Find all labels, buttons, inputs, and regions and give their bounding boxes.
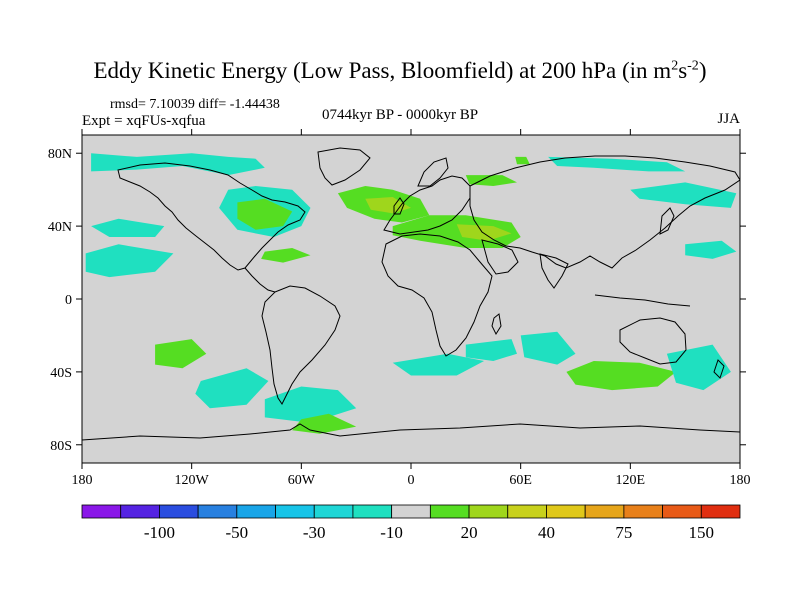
coastline-south-america <box>261 285 341 405</box>
coastline-scandinavia <box>417 157 449 187</box>
x-tick-label: 120E <box>616 473 646 488</box>
colorbar-swatch <box>700 504 741 519</box>
y-tick-label: 80S <box>50 439 72 454</box>
colorbar-label: -50 <box>225 523 248 542</box>
x-tick-label: 120W <box>175 473 210 488</box>
colorbar-swatch <box>275 504 315 519</box>
region-south-pacific-east <box>195 368 269 409</box>
coastline-central-america <box>244 267 276 293</box>
x-tick-label: 180 <box>730 473 751 488</box>
coastline-antarctica <box>82 423 740 441</box>
axis-ticks <box>76 129 746 469</box>
region-russia-north <box>465 175 517 186</box>
region-south-indian-2 <box>465 339 517 361</box>
colorbar-label: 40 <box>538 523 555 542</box>
colorbar-swatch <box>623 504 663 519</box>
coastline-india <box>539 253 569 289</box>
experiment-text: Expt = xqFUs-xqfua <box>82 113 206 129</box>
season-text: JJA <box>717 111 740 127</box>
y-tick-label: 80N <box>48 147 72 162</box>
colorbar-swatch <box>236 504 276 519</box>
colorbar-swatch <box>429 504 470 519</box>
y-tick-label: 0 <box>65 293 72 308</box>
coastline-europe <box>383 175 471 235</box>
colorbar-swatch <box>507 504 547 519</box>
colorbar-label: 20 <box>461 523 478 542</box>
colorbar-label: -30 <box>303 523 326 542</box>
coastline-madagascar <box>491 313 502 336</box>
region-tasman-cyan <box>666 344 731 391</box>
region-east-pacific-north <box>85 244 174 278</box>
axis-tick-labels: 180 120W 60W 0 60E 120E 180 80N 40N 0 40S 80S <box>48 147 751 488</box>
title-sup2: -2 <box>687 58 699 74</box>
colorbar-label: -10 <box>380 523 403 542</box>
colorbar <box>81 504 741 519</box>
colorbar-label: 75 <box>615 523 632 542</box>
colorbar-swatch <box>313 504 354 519</box>
coastlines <box>82 147 740 441</box>
period-text: 0744kyr BP - 0000kyr BP <box>322 107 479 123</box>
map-background <box>82 135 740 463</box>
coastline-indonesia <box>594 294 691 307</box>
colorbar-swatch <box>584 504 625 519</box>
region-southern-ocean-green <box>566 361 676 391</box>
region-north-pacific-east <box>630 182 737 208</box>
colorbar-swatch <box>546 504 586 519</box>
coastline-greenland <box>317 147 371 186</box>
colorbar-swatch <box>468 504 509 519</box>
coastline-japan <box>659 207 675 235</box>
region-caribbean <box>261 248 311 263</box>
x-tick-label: 60W <box>288 473 316 488</box>
x-tick-label: 0 <box>408 473 415 488</box>
coastline-asia <box>469 155 740 269</box>
colorbar-swatch <box>391 504 431 519</box>
rmsd-diff-text: rmsd= 7.10039 diff= -1.44438 <box>110 97 280 112</box>
title-main: Eddy Kinetic Energy (Low Pass, Bloomfiel… <box>93 58 672 83</box>
title-mid: s <box>678 58 688 83</box>
chart-title: Eddy Kinetic Energy (Low Pass, Bloomfiel… <box>0 58 800 84</box>
x-tick-label: 180 <box>72 473 93 488</box>
title-sup1: 2 <box>671 58 679 74</box>
region-north-atlantic-core <box>365 197 411 214</box>
region-south-america-east <box>264 386 357 423</box>
colorbar-swatch <box>159 504 199 519</box>
colorbar-labels: -100 -50 -30 -10 20 40 75 150 <box>144 523 714 542</box>
region-south-atlantic-cyan <box>392 353 485 376</box>
region-siberia-north <box>548 156 686 172</box>
colorbar-label: 150 <box>689 523 715 542</box>
coastline-north-america <box>117 162 306 271</box>
x-tick-label: 60E <box>509 473 532 488</box>
region-pacific-west-mid <box>685 240 737 259</box>
region-kara-sea <box>515 156 530 165</box>
colorbar-swatch <box>197 504 238 519</box>
y-tick-label: 40N <box>48 220 72 235</box>
coastline-arabia <box>481 239 519 275</box>
coastline-new-zealand <box>713 359 725 379</box>
region-middle-east-core <box>456 224 512 241</box>
region-south-indian <box>520 331 576 365</box>
region-central-pacific <box>91 218 165 237</box>
coastline-uk <box>393 197 405 215</box>
region-south-pacific-west-green <box>155 339 207 369</box>
coastline-africa <box>381 233 493 357</box>
colorbar-swatch <box>352 504 393 519</box>
colorbar-swatch <box>662 504 702 519</box>
colorbar-swatch <box>120 504 160 519</box>
colorbar-label: -100 <box>144 523 175 542</box>
region-north-america-east-core <box>237 198 293 230</box>
coastline-australia <box>619 317 687 365</box>
title-close: ) <box>698 58 707 83</box>
colorbar-swatch <box>81 504 122 519</box>
y-tick-label: 40S <box>50 366 72 381</box>
